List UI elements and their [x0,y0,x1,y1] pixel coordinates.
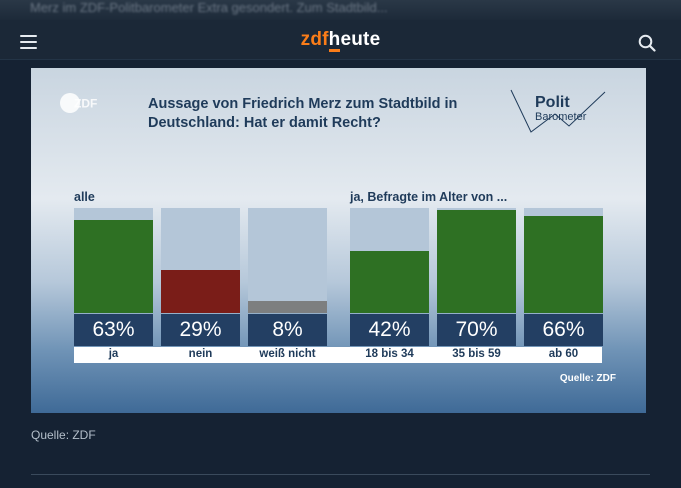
bar-value-label-4: 70% [437,314,516,346]
politbarometer-chart-image[interactable]: ZDF Aussage von Friedrich Merz zum Stadt… [31,68,646,413]
zdf-logo-icon: ZDF [60,93,97,113]
bar-value-label-1: 29% [161,314,240,346]
group-label-all: alle [74,190,95,204]
bar-4 [437,208,516,313]
bar-fill-5 [524,216,603,313]
bar-fill-2 [248,301,327,313]
politbarometer-logo-icon [510,89,606,133]
bar-fill-0 [74,220,153,313]
image-caption: Quelle: ZDF [31,428,96,442]
category-label-0: ja [108,348,119,360]
bar-fill-3 [350,251,429,313]
category-label-1: nein [188,348,213,360]
logo-zdf: zdf [300,29,329,50]
article-banner-text: Merz im ZDF-Politbarometer Extra gesonde… [30,0,388,15]
bar-2 [248,208,327,313]
group-label-age: ja, Befragte im Alter von ... [350,190,508,204]
bar-5 [524,208,603,313]
chart-source: Quelle: ZDF [559,373,616,384]
bar-value-label-2: 8% [248,314,327,346]
category-label-3: 18 bis 34 [365,348,414,360]
zdf-mark-text: ZDF [74,97,97,111]
bar-fill-1 [161,270,240,313]
top-navigation-bar: Merz im ZDF-Politbarometer Extra gesonde… [0,0,681,60]
divider [31,474,650,475]
zdfheute-logo[interactable]: zdfheute [0,29,681,51]
bar-value-label-3: 42% [350,314,429,346]
menu-icon[interactable] [20,35,37,49]
article-banner: Merz im ZDF-Politbarometer Extra gesonde… [0,0,681,20]
bar-3 [350,208,429,313]
category-label-2: weiß nicht [259,348,316,360]
politbarometer-brand-word1: Polit [535,94,570,111]
logo-heute: heute [328,29,381,50]
politbarometer-brand-word2: Barometer [535,111,587,123]
bar-value-label-0: 63% [74,314,153,346]
category-label-5: ab 60 [548,348,579,360]
bar-fill-4 [437,210,516,313]
category-label-row [74,347,602,363]
search-icon[interactable] [638,34,656,52]
category-label-4: 35 bis 59 [452,348,501,360]
chart-title: Aussage von Friedrich Merz zum Stadtbild… [148,96,458,131]
bar-0 [74,208,153,313]
bar-1 [161,208,240,313]
bar-value-label-5: 66% [524,314,603,346]
